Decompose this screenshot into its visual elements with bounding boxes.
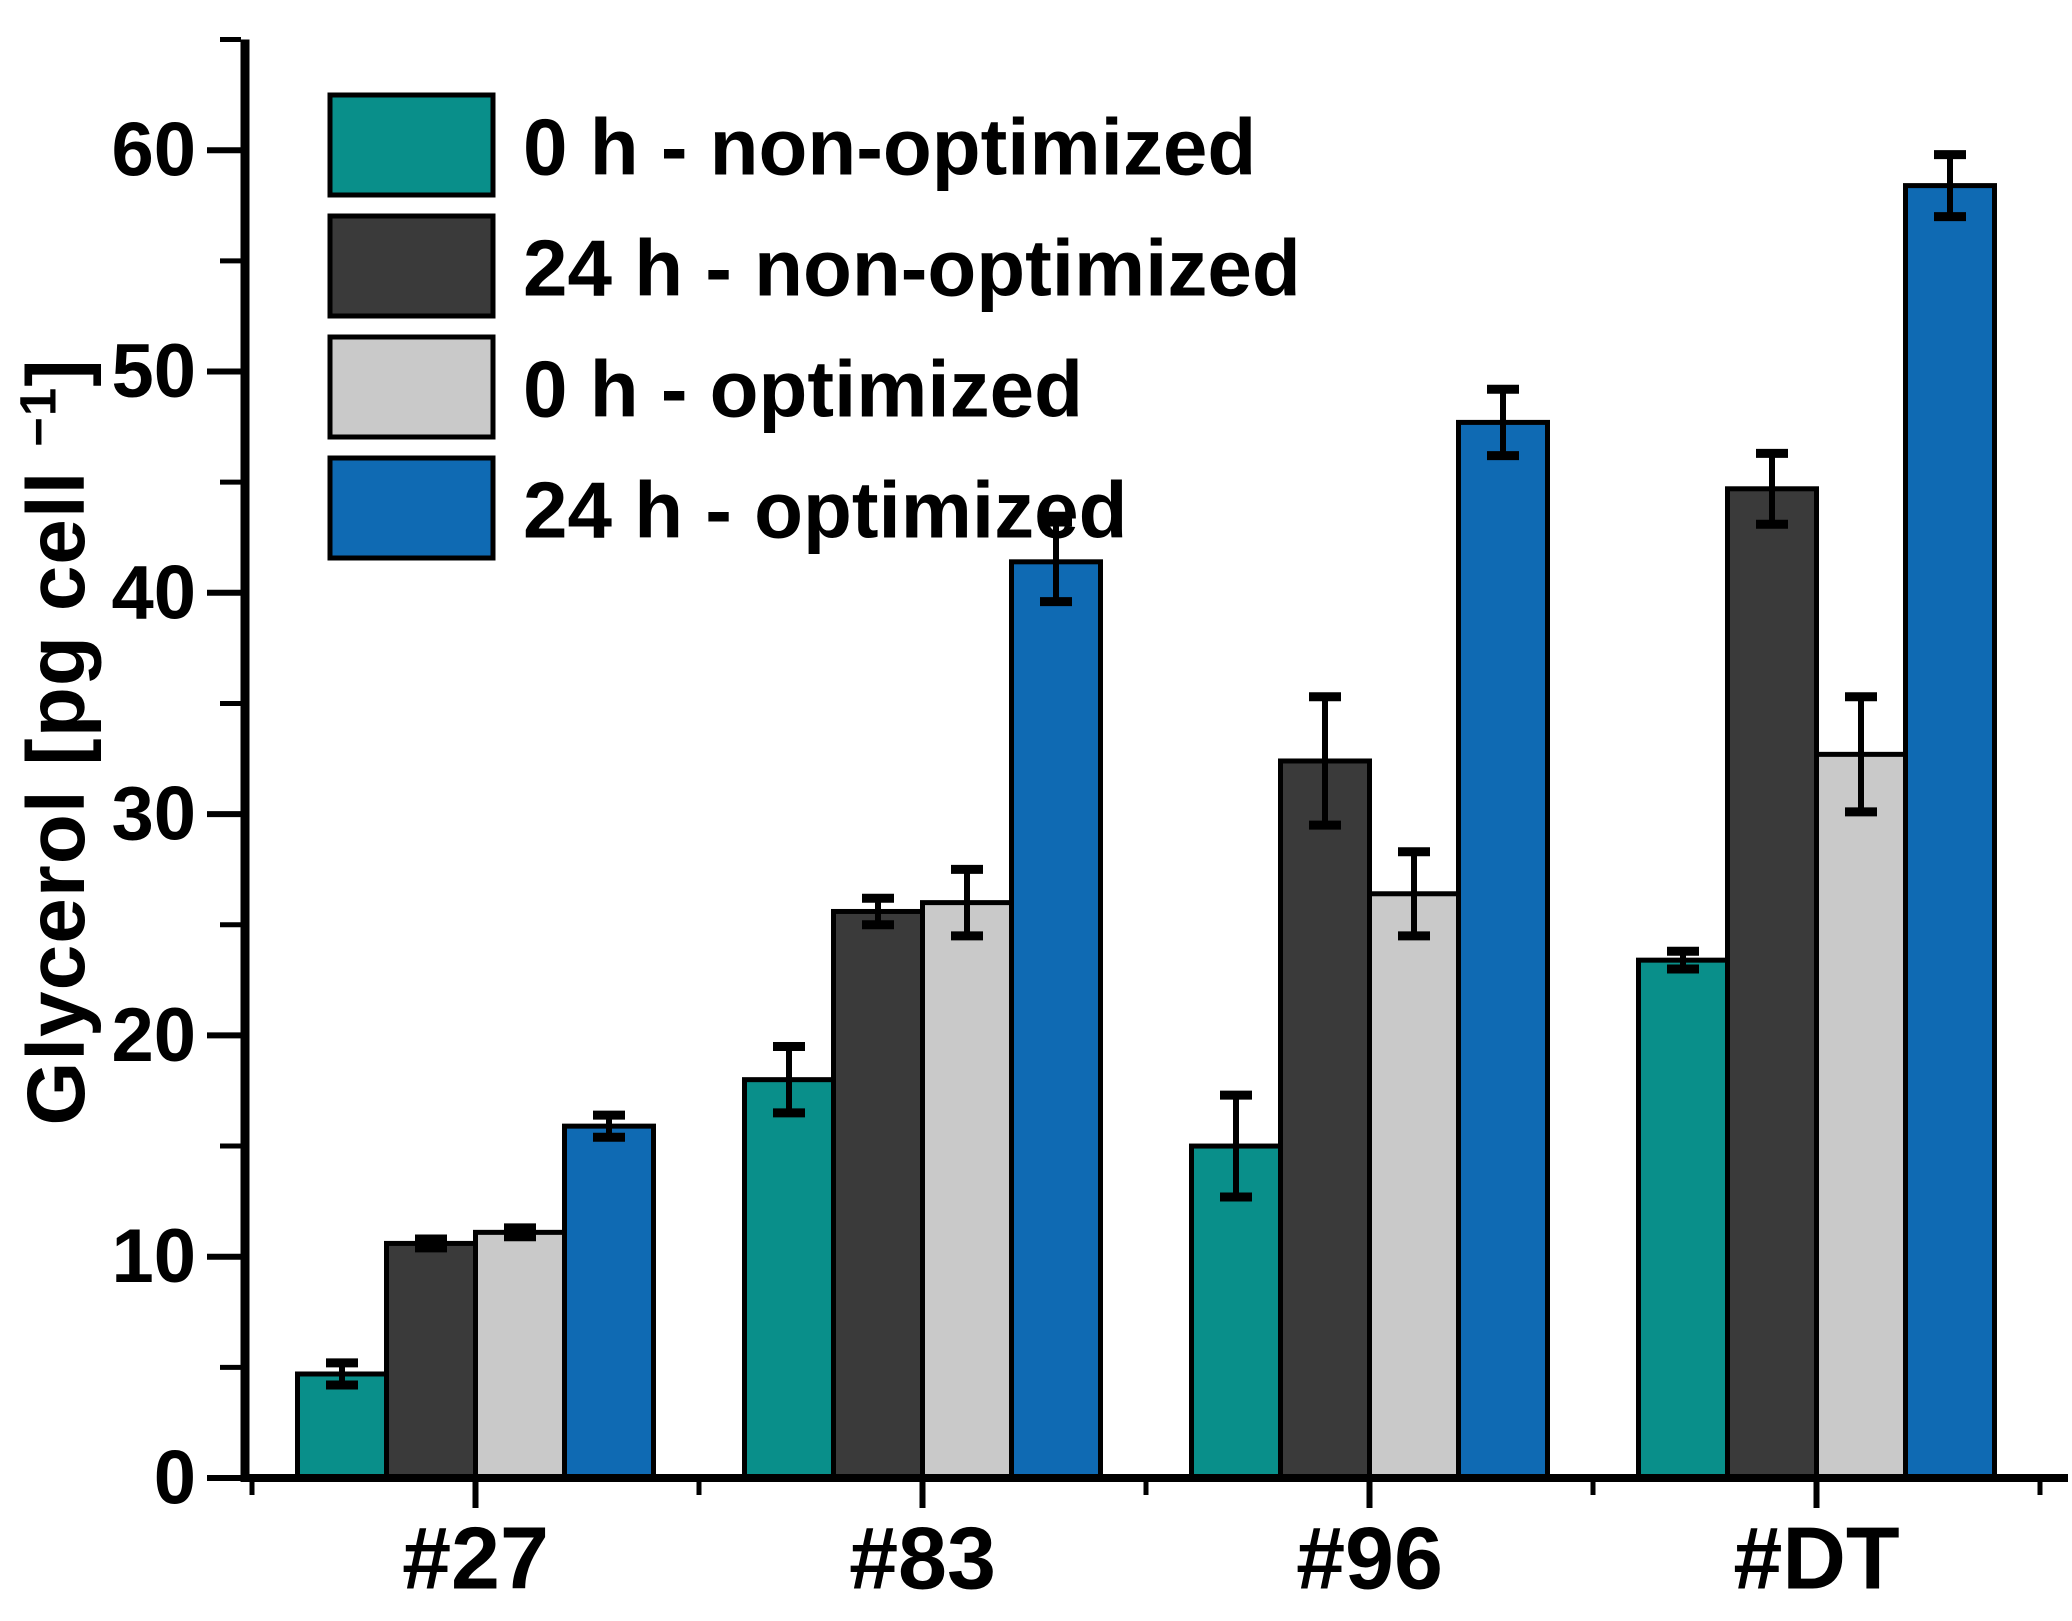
legend-label-3: 24 h - optimized <box>523 466 1128 555</box>
bar-DT-s3 <box>1903 183 1997 1481</box>
legend-label-1: 24 h - non-optimized <box>523 224 1301 313</box>
x-tick-label: #83 <box>849 1509 996 1608</box>
y-tick-label: 20 <box>111 993 196 1078</box>
y-axis-label: Glycerol [pg cell −1] <box>10 358 104 1125</box>
y-axis-label-superscript: −1 <box>9 386 67 447</box>
legend-swatch-2 <box>327 334 496 440</box>
bar-27-s2 <box>473 1229 567 1481</box>
bar-27-s3 <box>562 1123 656 1481</box>
y-tick-label: 0 <box>154 1436 196 1521</box>
bar-83-s0 <box>742 1077 836 1481</box>
y-tick-label: 60 <box>111 108 196 193</box>
legend-swatch-0 <box>327 92 496 198</box>
bar-DT-s1 <box>1725 486 1819 1481</box>
y-tick-label: 30 <box>111 772 196 857</box>
legend-swatch-1 <box>327 213 496 319</box>
y-tick-label: 50 <box>111 329 196 414</box>
bar-DT-s2 <box>1814 751 1908 1481</box>
legend-label-2: 0 h - optimized <box>523 345 1083 434</box>
bar-27-s1 <box>384 1240 478 1481</box>
y-tick-label: 10 <box>111 1214 196 1299</box>
x-tick-label: #DT <box>1733 1509 1899 1608</box>
bar-83-s3 <box>1009 559 1103 1481</box>
bar-96-s2 <box>1367 891 1461 1481</box>
y-tick-label: 40 <box>111 550 196 635</box>
y-axis-label-bracket: ] <box>11 358 102 387</box>
bar-96-s3 <box>1456 419 1550 1481</box>
x-tick-label: #96 <box>1296 1509 1443 1608</box>
legend-swatch-3 <box>327 455 496 561</box>
x-tick-label: #27 <box>402 1509 549 1608</box>
bar-DT-s0 <box>1636 957 1730 1481</box>
bar-27-s0 <box>295 1371 389 1481</box>
bar-96-s1 <box>1278 758 1372 1481</box>
y-axis-label-text: Glycerol [pg cell <box>11 446 102 1126</box>
legend-label-0: 0 h - non-optimized <box>523 103 1256 192</box>
bar-83-s1 <box>831 908 925 1481</box>
bar-83-s2 <box>920 900 1014 1481</box>
